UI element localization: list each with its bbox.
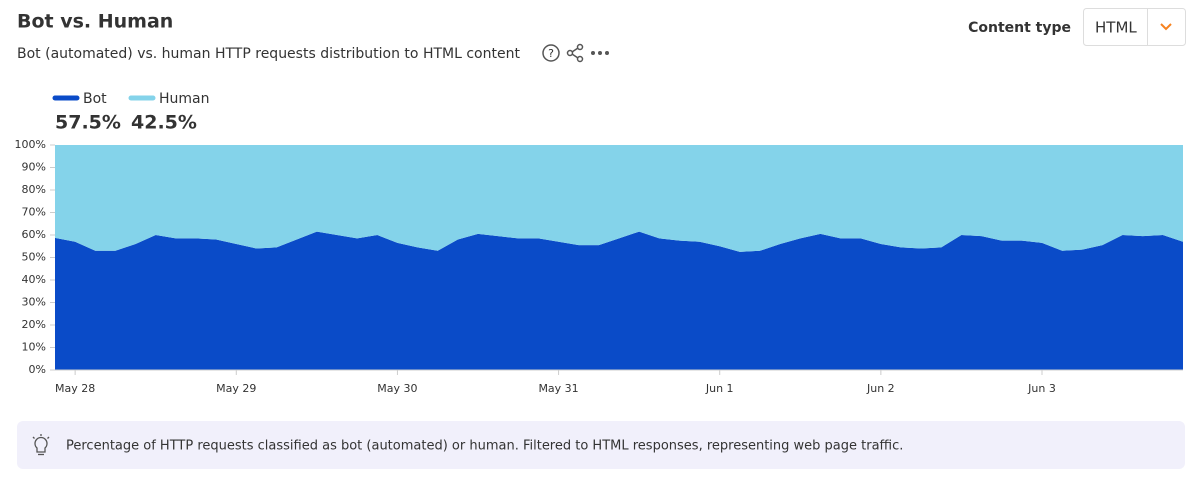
y-tick-label: 90% [22, 161, 46, 174]
chart-subtitle: Bot (automated) vs. human HTTP requests … [17, 46, 520, 62]
y-tick-label: 100% [15, 138, 46, 151]
lightbulb-icon [32, 434, 50, 456]
y-tick-label: 80% [22, 183, 46, 196]
content-type-dropdown[interactable]: HTML [1083, 8, 1186, 46]
legend-label: Bot [83, 91, 107, 107]
y-tick-label: 30% [22, 296, 46, 309]
y-tick-label: 10% [22, 341, 46, 354]
x-tick-label: May 29 [216, 382, 256, 395]
help-icon[interactable] [542, 44, 560, 62]
x-tick-label: May 30 [377, 382, 417, 395]
area [55, 145, 1183, 252]
x-tick-label: May 28 [55, 382, 95, 395]
plot: Bot 57.5% Human 42.5% 0% 10% 20% 30% 40% 50% 60% 70… [15, 91, 1183, 395]
toolbar-icons: ? [542, 43, 609, 63]
y-tick-label: 50% [22, 251, 46, 264]
summary-value: 57.5% [55, 112, 121, 134]
x-tick-label: May 31 [538, 382, 578, 395]
note-box [17, 421, 1185, 469]
summary-value: 42.5% [131, 112, 197, 134]
y-tick-label: 20% [22, 318, 46, 331]
legend-label: Human [159, 91, 210, 107]
y-tick-label: 40% [22, 273, 46, 286]
more-icon[interactable] [591, 51, 609, 55]
x-tick-label: Jun 3 [1027, 382, 1056, 395]
x-tick-label: Jun 2 [866, 382, 895, 395]
y-tick-label: 0% [29, 363, 46, 376]
y-tick-label: 60% [22, 228, 46, 241]
x-tick-label: Jun 1 [705, 382, 734, 395]
chart-title: Bot vs. Human [17, 11, 173, 33]
y-tick-label: 70% [22, 206, 46, 219]
dropdown-value: HTML [1095, 19, 1137, 37]
share-icon[interactable] [566, 43, 584, 63]
area [55, 231, 1183, 370]
control-label: Content type [968, 20, 1071, 36]
svg-text:?: ? [548, 47, 554, 60]
note-text: Percentage of HTTP requests classified a… [66, 439, 903, 454]
